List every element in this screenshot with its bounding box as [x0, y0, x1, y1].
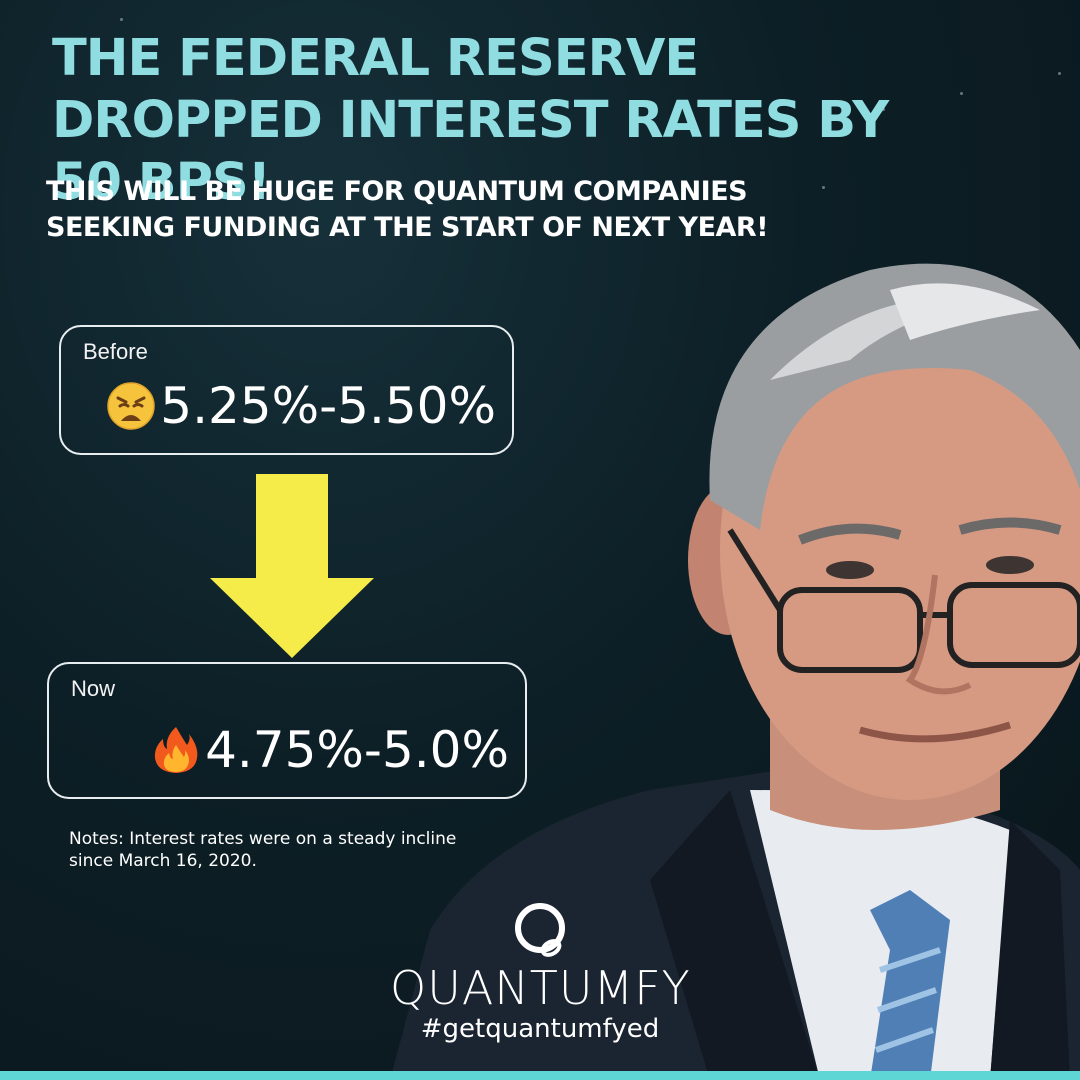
- quantumfy-logo-icon: [515, 903, 565, 957]
- before-rate-value: 5.25%-5.50%: [106, 377, 496, 435]
- now-rate-text: 4.75%-5.0%: [205, 721, 509, 779]
- before-rate-text: 5.25%-5.50%: [160, 377, 496, 435]
- star-decoration: [960, 92, 963, 95]
- star-decoration: [270, 40, 273, 43]
- before-rate-card: Before 5.25%-5.50%: [59, 325, 514, 455]
- star-decoration: [882, 108, 885, 111]
- now-rate-card: Now 4.75%-5.0%: [47, 662, 527, 799]
- weary-face-icon: [107, 382, 156, 430]
- now-label: Now: [71, 676, 116, 701]
- brand-logo: QUANTUMFY #getquantumfyed: [390, 898, 690, 1048]
- star-decoration: [822, 186, 825, 189]
- headline: THE FEDERAL RESERVE DROPPED INTEREST RAT…: [52, 29, 889, 212]
- subheadline: THIS WILL BE HUGE FOR QUANTUM COMPANIES …: [46, 176, 769, 243]
- star-decoration: [120, 18, 123, 21]
- brand-name: QUANTUMFY: [390, 961, 691, 1015]
- brand-hashtag: #getquantumfyed: [420, 1014, 660, 1044]
- fire-icon: [154, 727, 198, 773]
- before-label: Before: [83, 339, 148, 364]
- notes-text: Notes: Interest rates were on a steady i…: [69, 829, 457, 871]
- star-decoration: [1058, 72, 1061, 75]
- accent-bar: [0, 1071, 1080, 1080]
- down-arrow-icon: [210, 474, 374, 658]
- speaker-portrait: [390, 263, 1080, 1080]
- now-rate-value: 4.75%-5.0%: [151, 721, 509, 779]
